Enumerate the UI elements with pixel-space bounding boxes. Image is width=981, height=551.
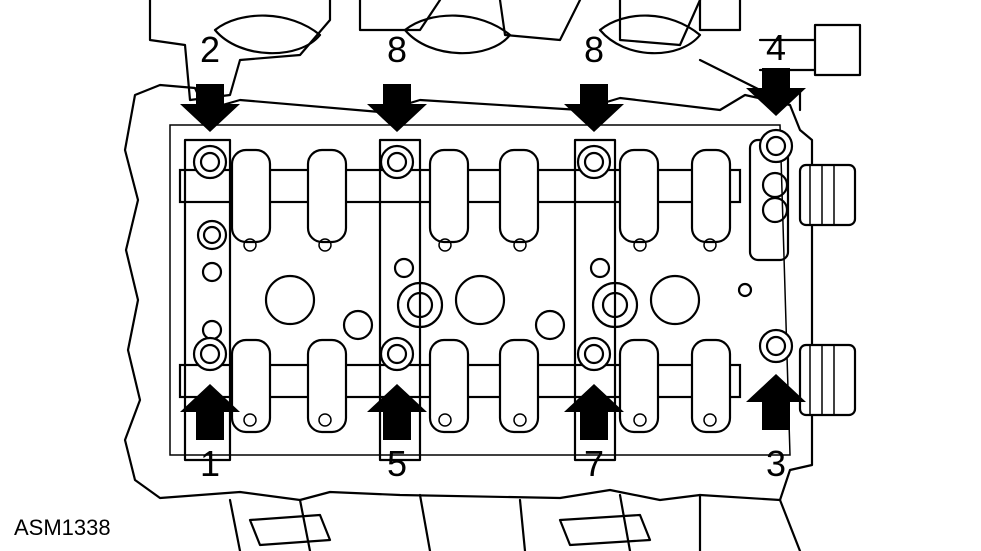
bolt-8-left bbox=[379, 144, 415, 180]
bolt-5 bbox=[379, 336, 415, 372]
lower-camshaft bbox=[178, 338, 857, 434]
callout-label-3: 3 bbox=[766, 443, 786, 484]
bolt-3 bbox=[758, 328, 794, 364]
spark-plug-wells bbox=[264, 274, 753, 341]
callout-label-1: 1 bbox=[200, 443, 220, 484]
bolt-4 bbox=[758, 128, 794, 164]
callout-label-8-left: 8 bbox=[387, 29, 407, 70]
arrow-up-7 bbox=[564, 384, 624, 440]
callout-arrows bbox=[180, 68, 806, 440]
callout-label-4: 4 bbox=[766, 27, 786, 68]
arrow-up-1 bbox=[180, 384, 240, 440]
mounting-holes bbox=[243, 238, 717, 427]
head-outline bbox=[123, 83, 814, 502]
bolt-7 bbox=[576, 336, 612, 372]
callout-label-5: 5 bbox=[387, 443, 407, 484]
arrow-up-5 bbox=[367, 384, 427, 440]
bolt-2 bbox=[192, 144, 228, 180]
arrow-down-4 bbox=[746, 68, 806, 116]
callout-labels: 2 8 8 4 1 5 7 3 bbox=[200, 27, 786, 484]
arrow-down-2 bbox=[180, 84, 240, 132]
callout-label-2: 2 bbox=[200, 29, 220, 70]
figure-id: ASM1338 bbox=[14, 515, 111, 540]
bolt-1 bbox=[192, 336, 228, 372]
callout-label-7: 7 bbox=[584, 443, 604, 484]
callout-label-8-right: 8 bbox=[584, 29, 604, 70]
bearing-caps bbox=[183, 138, 790, 462]
lower-housing-detail bbox=[228, 493, 802, 551]
upper-camshaft bbox=[178, 148, 857, 244]
bolt-8-right bbox=[576, 144, 612, 180]
head-bolts bbox=[192, 128, 794, 372]
arrow-up-3 bbox=[746, 374, 806, 430]
arrow-down-8-right bbox=[564, 84, 624, 132]
arrow-down-8-left bbox=[367, 84, 427, 132]
intake-port-detail bbox=[148, 0, 862, 112]
